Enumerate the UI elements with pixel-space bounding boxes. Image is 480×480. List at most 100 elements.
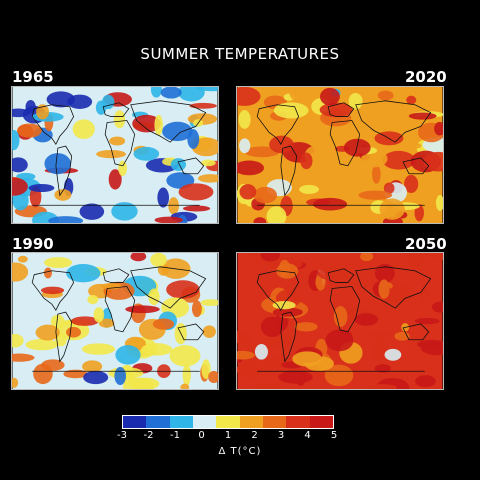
- anomaly-blob: [87, 294, 99, 305]
- anomaly-blob: [366, 329, 395, 339]
- anomaly-blob: [118, 160, 128, 176]
- anomaly-blob: [17, 255, 28, 263]
- anomaly-blob: [100, 282, 122, 290]
- coastline: [327, 268, 355, 283]
- coastline: [102, 102, 130, 117]
- coastline: [355, 266, 432, 309]
- anomaly-blob: [93, 307, 105, 323]
- coastline: [31, 270, 75, 311]
- anomaly-blob: [81, 343, 115, 355]
- anomaly-blob: [237, 350, 255, 360]
- anomaly-blob: [260, 316, 284, 337]
- anomaly-blob: [141, 343, 173, 356]
- anomaly-blob: [324, 364, 354, 387]
- anomaly-blob: [247, 253, 263, 264]
- anomaly-blob: [160, 87, 182, 99]
- anomaly-blob: [360, 253, 374, 262]
- anomaly-blob: [317, 266, 352, 281]
- anomaly-blob: [109, 136, 126, 146]
- color-scale-ticks: -3 -2 -1 0 1 2 3 4 5: [117, 430, 337, 444]
- anomaly-blob: [48, 216, 84, 223]
- coastline: [355, 100, 432, 143]
- anomaly-blob: [83, 370, 109, 385]
- anomaly-blob: [269, 135, 294, 154]
- anomaly-blob: [252, 382, 283, 389]
- anomaly-blob: [178, 87, 205, 102]
- anomaly-blob: [408, 112, 437, 120]
- anomaly-blob: [169, 345, 201, 367]
- anomaly-blob: [420, 288, 432, 304]
- anomaly-blob: [278, 259, 291, 277]
- anomaly-blob: [154, 114, 163, 136]
- anomaly-blob: [133, 146, 160, 161]
- anomaly-blob: [79, 203, 105, 220]
- coastline: [104, 120, 136, 167]
- coastline: [102, 268, 130, 283]
- anomaly-blob: [278, 370, 313, 384]
- anomaly-blob: [415, 375, 436, 388]
- anomaly-blob: [43, 267, 53, 279]
- anomaly-blob: [182, 364, 191, 386]
- anomaly-blob: [200, 299, 218, 306]
- anomaly-blob: [129, 377, 160, 389]
- anomaly-blob: [101, 94, 115, 110]
- anomaly-blob: [25, 339, 58, 351]
- anomaly-blob: [150, 253, 167, 267]
- anomaly-blob: [113, 110, 126, 129]
- anomaly-blob: [70, 316, 99, 326]
- panel-label-2050: 2050: [405, 235, 447, 253]
- color-scale-cell: [192, 416, 217, 428]
- anomaly-blob: [152, 318, 175, 330]
- anomaly-blob: [272, 300, 296, 310]
- panel-label-2020: 2020: [405, 68, 447, 86]
- anomaly-blob: [369, 338, 388, 360]
- anomaly-blob: [111, 202, 138, 221]
- anomaly-blob: [166, 280, 200, 299]
- anomaly-blob: [378, 279, 390, 299]
- map-canvas-2050: [237, 253, 443, 389]
- anomaly-blob: [384, 348, 402, 361]
- anomaly-blob: [434, 121, 443, 136]
- anomaly-blob: [191, 300, 202, 318]
- color-scale-tick-label: -1: [170, 430, 180, 441]
- anomaly-blob: [319, 87, 340, 106]
- color-scale-bar: [122, 415, 334, 429]
- anomaly-blob: [12, 262, 29, 282]
- anomaly-blob: [237, 329, 254, 345]
- anomaly-blob: [125, 305, 160, 314]
- coastline: [130, 266, 207, 309]
- anomaly-blob: [358, 190, 393, 200]
- anomaly-blob: [63, 369, 88, 379]
- anomaly-blob: [157, 187, 170, 208]
- anomaly-blob: [333, 306, 348, 328]
- anomaly-blob: [44, 153, 71, 175]
- anomaly-blob: [292, 351, 323, 367]
- anomaly-blob: [325, 329, 354, 352]
- anomaly-blob: [150, 87, 162, 98]
- coastline: [31, 104, 75, 145]
- anomaly-blob: [168, 197, 179, 215]
- coastline: [280, 311, 298, 363]
- anomaly-blob: [237, 361, 272, 379]
- anomaly-blob: [12, 177, 28, 196]
- anomaly-blob: [17, 123, 42, 138]
- anomaly-blob: [237, 160, 265, 176]
- anomaly-blob: [404, 174, 419, 194]
- coastline: [55, 311, 73, 363]
- anomaly-blob: [299, 184, 319, 194]
- anomaly-blob: [239, 138, 251, 154]
- anomaly-blob: [300, 152, 313, 170]
- anomaly-blob: [36, 104, 49, 120]
- color-scale-cell: [309, 416, 333, 428]
- color-scale-tick-label: 0: [198, 430, 205, 441]
- anomaly-blob: [178, 183, 214, 201]
- anomaly-blob: [66, 326, 81, 338]
- coastline: [402, 323, 430, 341]
- color-scale-cell: [216, 416, 240, 428]
- anomaly-blob: [392, 106, 416, 128]
- map-2050: [236, 252, 444, 390]
- anomaly-blob: [420, 340, 443, 356]
- anomaly-blob: [98, 318, 115, 328]
- anomaly-blob: [12, 333, 24, 348]
- color-scale-tick-label: 1: [224, 430, 232, 441]
